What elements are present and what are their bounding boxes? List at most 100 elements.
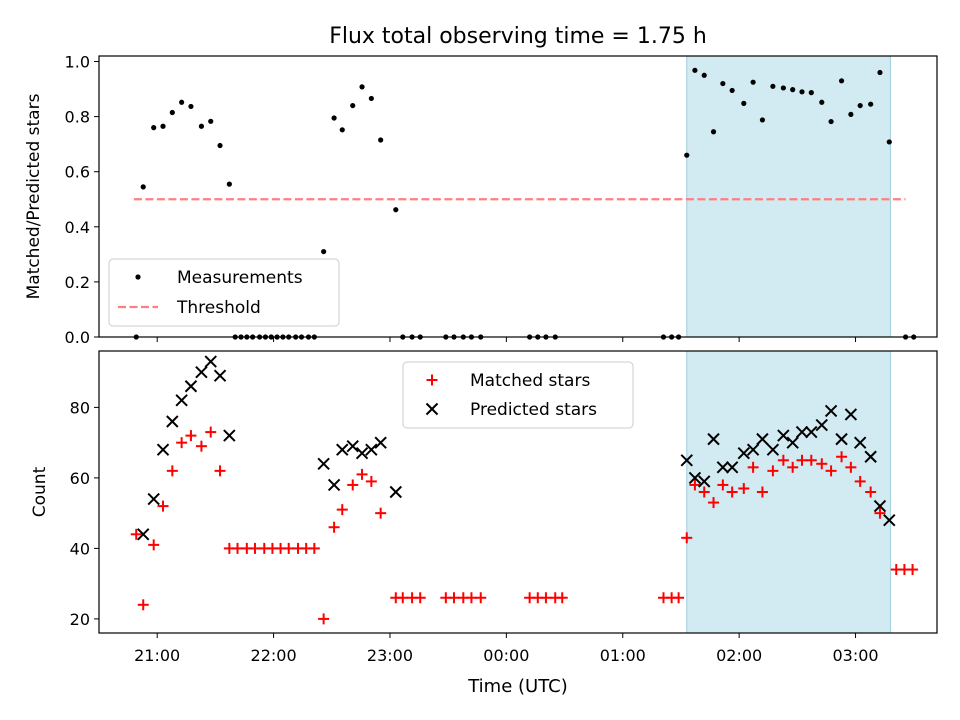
observing-window-shade [686,55,891,338]
data-point [799,89,805,95]
data-point [710,129,717,135]
y-tick-label: 0.6 [65,163,90,182]
data-point [130,528,142,540]
data-point-b [777,429,790,442]
data-point-b [166,415,179,428]
data-point [816,458,828,470]
data-point [819,99,825,105]
data-point [824,404,838,418]
data-point [356,468,368,480]
plot-frame [98,350,938,634]
data-point [698,486,710,498]
y-tick-label: 20 [70,610,90,629]
data-point [331,115,337,121]
data-point [689,479,701,491]
data-point [208,118,214,124]
data-point [346,439,359,453]
chart-title: Flux total observing time = 1.75 h [329,24,707,49]
data-point-b [716,461,730,474]
data-point [796,454,808,466]
data-point [365,443,378,456]
data-point [777,429,790,442]
data-point [835,432,848,446]
legend: Matched stars Predicted stars [402,361,634,429]
data-point [729,87,735,94]
data-point [217,142,223,149]
observing-window-shade [686,350,891,634]
data-point [854,475,866,487]
data-point [681,532,693,544]
data-point [397,592,409,604]
data-point [151,125,157,131]
data-point [738,482,750,494]
legend-label-matched: Matched stars [470,371,590,391]
data-point [321,248,327,255]
data-point [886,139,892,145]
data-point-b [374,436,387,449]
data-point [176,437,188,449]
data-point [815,418,828,432]
data-point-b [213,369,227,382]
data-point [283,542,295,554]
data-point [836,451,848,463]
data-point-b [336,443,349,456]
x-tick-label: 03:00 [832,646,878,665]
data-point [853,436,867,449]
data-point-b [853,436,867,449]
legend-box [108,258,340,327]
data-point-b [184,380,198,393]
data-point-b [725,461,739,474]
data-point [698,475,711,488]
data-point [848,111,854,118]
data-point-b [873,499,887,513]
y-tick-label: 40 [70,539,90,558]
data-point [169,109,175,116]
data-point-b [680,454,693,467]
x-tick-label: 01:00 [600,646,646,665]
legend-label-predicted: Predicted stars [470,400,597,420]
data-point-b [204,355,217,368]
legend-marker-predicted-b [425,402,439,416]
data-point [770,83,776,89]
data-point [347,479,359,491]
data-point [160,123,166,129]
data-point-b [766,443,780,456]
data-point [805,454,817,466]
data-point [308,542,320,554]
y-tick-label: 80 [70,398,90,417]
data-point-b [223,429,236,442]
data-point [907,564,919,576]
data-point [766,443,780,456]
data-point [214,465,226,477]
data-point [716,461,730,474]
data-point [156,443,170,456]
bottom-panel: 20 40 60 80 21:00 22:00 23:00 00:00 01:00 02:00 03… [30,350,938,665]
data-point [540,592,552,604]
legend: Measurements Threshold [108,258,340,327]
legend-marker-measurements [135,274,141,280]
data-point-b [365,443,378,456]
data-point [790,87,796,93]
data-point [336,504,348,516]
data-point [828,118,834,125]
data-point-b [688,471,702,485]
data-point [393,207,399,213]
data-point [864,450,877,463]
data-point [720,80,726,87]
data-point [759,117,766,123]
x-tick-label: 02:00 [716,646,762,665]
data-point [179,99,185,105]
data-point [465,592,477,604]
x-tick-label: 00:00 [483,646,529,665]
y-tick-label: 60 [70,469,90,488]
data-point [195,365,208,379]
data-point [198,123,205,129]
data-point [195,440,207,452]
data-point [374,436,387,449]
top-panel: 0.0 0.2 0.4 0.6 0.8 1.0 Matched/Predicted star… [24,53,938,347]
data-point [707,432,720,446]
data-point-b [786,436,799,449]
data-point [750,79,756,85]
data-point [684,152,690,158]
data-point [137,599,149,611]
